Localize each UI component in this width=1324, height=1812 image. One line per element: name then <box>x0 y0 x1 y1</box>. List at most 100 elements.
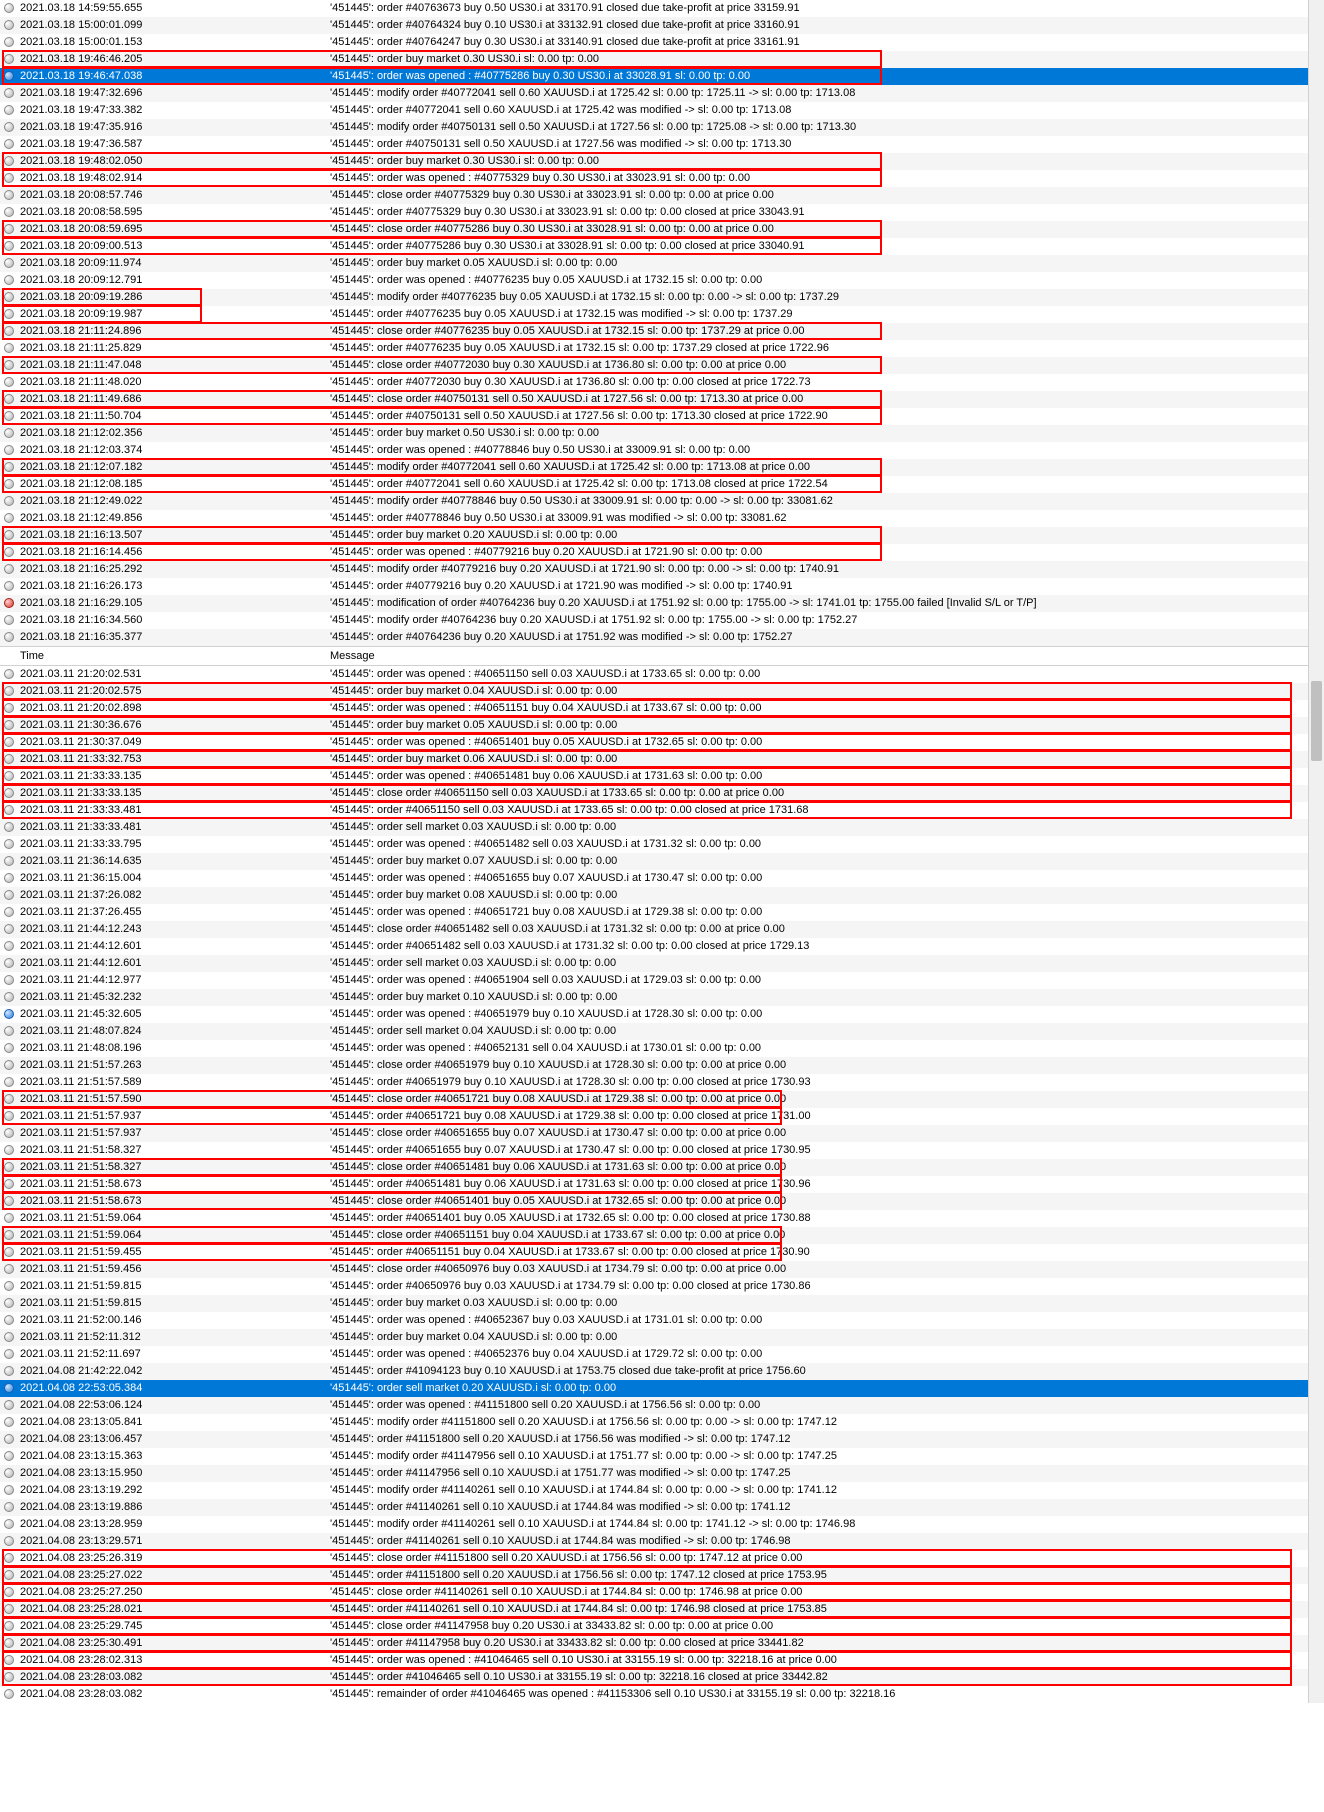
log-row[interactable]: 2021.03.18 21:11:50.704'451445': order #… <box>0 408 1324 425</box>
log-row[interactable]: 2021.03.11 21:36:14.635'451445': order b… <box>0 853 1324 870</box>
log-row[interactable]: 2021.03.11 21:51:59.815'451445': order b… <box>0 1295 1324 1312</box>
log-row[interactable]: 2021.03.11 21:45:32.232'451445': order b… <box>0 989 1324 1006</box>
scrollbar-thumb[interactable] <box>1311 681 1322 761</box>
log-row[interactable]: 2021.03.18 21:12:49.022'451445': modify … <box>0 493 1324 510</box>
log-row[interactable]: 2021.03.11 21:44:12.601'451445': order #… <box>0 938 1324 955</box>
log-row[interactable]: 2021.03.18 20:09:19.987'451445': order #… <box>0 306 1324 323</box>
log-row[interactable]: 2021.03.18 20:08:57.746'451445': close o… <box>0 187 1324 204</box>
log-row[interactable]: 2021.04.08 23:28:03.082'451445': order #… <box>0 1669 1324 1686</box>
log-row[interactable]: 2021.03.11 21:33:33.135'451445': close o… <box>0 785 1324 802</box>
log-row[interactable]: 2021.03.11 21:51:59.064'451445': close o… <box>0 1227 1324 1244</box>
log-row[interactable]: 2021.03.18 19:47:33.382'451445': order #… <box>0 102 1324 119</box>
log-row[interactable]: 2021.03.18 21:11:24.896'451445': close o… <box>0 323 1324 340</box>
log-row[interactable]: 2021.03.11 21:33:32.753'451445': order b… <box>0 751 1324 768</box>
log-row[interactable]: 2021.04.08 23:25:26.319'451445': close o… <box>0 1550 1324 1567</box>
log-row[interactable]: 2021.03.11 21:51:57.589'451445': order #… <box>0 1074 1324 1091</box>
log-row[interactable]: 2021.03.18 20:09:12.791'451445': order w… <box>0 272 1324 289</box>
log-row[interactable]: 2021.03.18 21:16:13.507'451445': order b… <box>0 527 1324 544</box>
log-row[interactable]: 2021.03.11 21:51:57.590'451445': close o… <box>0 1091 1324 1108</box>
log-row[interactable]: 2021.03.11 21:20:02.898'451445': order w… <box>0 700 1324 717</box>
log-row[interactable]: 2021.04.08 23:13:15.363'451445': modify … <box>0 1448 1324 1465</box>
log-row[interactable]: 2021.03.11 21:33:33.795'451445': order w… <box>0 836 1324 853</box>
log-row[interactable]: 2021.04.08 23:13:19.292'451445': modify … <box>0 1482 1324 1499</box>
log-row[interactable]: 2021.04.08 23:25:27.250'451445': close o… <box>0 1584 1324 1601</box>
scrollbar[interactable] <box>1308 0 1324 1703</box>
log-row[interactable]: 2021.03.11 21:51:58.673'451445': close o… <box>0 1193 1324 1210</box>
log-row[interactable]: 2021.03.11 21:51:59.064'451445': order #… <box>0 1210 1324 1227</box>
log-row[interactable]: 2021.04.08 22:53:06.124'451445': order w… <box>0 1397 1324 1414</box>
log-row[interactable]: 2021.04.08 23:13:06.457'451445': order #… <box>0 1431 1324 1448</box>
log-row[interactable]: 2021.03.11 21:52:00.146'451445': order w… <box>0 1312 1324 1329</box>
log-row[interactable]: 2021.03.18 21:11:48.020'451445': order #… <box>0 374 1324 391</box>
log-row[interactable]: 2021.03.18 21:11:25.829'451445': order #… <box>0 340 1324 357</box>
log-row[interactable]: 2021.03.18 20:09:00.513'451445': order #… <box>0 238 1324 255</box>
log-row[interactable]: 2021.04.08 23:25:29.745'451445': close o… <box>0 1618 1324 1635</box>
log-row[interactable]: 2021.03.11 21:52:11.697'451445': order w… <box>0 1346 1324 1363</box>
log-row[interactable]: 2021.03.11 21:48:07.824'451445': order s… <box>0 1023 1324 1040</box>
log-row[interactable]: 2021.03.11 21:45:32.605'451445': order w… <box>0 1006 1324 1023</box>
header-time[interactable]: Time <box>18 650 328 662</box>
log-row[interactable]: 2021.03.18 21:11:49.686'451445': close o… <box>0 391 1324 408</box>
log-row[interactable]: 2021.04.08 21:42:22.042'451445': order #… <box>0 1363 1324 1380</box>
log-row[interactable]: 2021.03.11 21:51:57.937'451445': close o… <box>0 1125 1324 1142</box>
log-row[interactable]: 2021.03.11 21:30:37.049'451445': order w… <box>0 734 1324 751</box>
log-row[interactable]: 2021.03.18 19:47:32.696'451445': modify … <box>0 85 1324 102</box>
log-row[interactable]: 2021.03.18 20:08:59.695'451445': close o… <box>0 221 1324 238</box>
log-row[interactable]: 2021.04.08 23:13:29.571'451445': order #… <box>0 1533 1324 1550</box>
log-row[interactable]: 2021.03.11 21:51:57.937'451445': order #… <box>0 1108 1324 1125</box>
log-row[interactable]: 2021.04.08 23:25:27.022'451445': order #… <box>0 1567 1324 1584</box>
log-row[interactable]: 2021.04.08 23:13:05.841'451445': modify … <box>0 1414 1324 1431</box>
log-row[interactable]: 2021.03.18 15:00:01.099'451445': order #… <box>0 17 1324 34</box>
log-row[interactable]: 2021.03.18 21:12:49.856'451445': order #… <box>0 510 1324 527</box>
log-row[interactable]: 2021.03.18 19:46:46.205'451445': order b… <box>0 51 1324 68</box>
log-row[interactable]: 2021.03.11 21:51:58.673'451445': order #… <box>0 1176 1324 1193</box>
log-row[interactable]: 2021.03.18 21:11:47.048'451445': close o… <box>0 357 1324 374</box>
log-row[interactable]: 2021.03.11 21:51:59.815'451445': order #… <box>0 1278 1324 1295</box>
log-row[interactable]: 2021.03.18 19:47:35.916'451445': modify … <box>0 119 1324 136</box>
log-row[interactable]: 2021.03.18 21:16:29.105'451445': modific… <box>0 595 1324 612</box>
log-row[interactable]: 2021.04.08 22:53:05.384'451445': order s… <box>0 1380 1324 1397</box>
log-row[interactable]: 2021.03.18 21:12:07.182'451445': modify … <box>0 459 1324 476</box>
log-row[interactable]: 2021.03.11 21:51:59.455'451445': order #… <box>0 1244 1324 1261</box>
log-row[interactable]: 2021.04.08 23:28:03.082'451445': remaind… <box>0 1686 1324 1703</box>
log-row[interactable]: 2021.04.08 23:28:02.313'451445': order w… <box>0 1652 1324 1669</box>
log-row[interactable]: 2021.03.11 21:33:33.481'451445': order s… <box>0 819 1324 836</box>
log-row[interactable]: 2021.03.11 21:20:02.575'451445': order b… <box>0 683 1324 700</box>
log-row[interactable]: 2021.03.11 21:51:57.263'451445': close o… <box>0 1057 1324 1074</box>
log-row[interactable]: 2021.03.18 19:46:47.038'451445': order w… <box>0 68 1324 85</box>
log-row[interactable]: 2021.03.11 21:44:12.601'451445': order s… <box>0 955 1324 972</box>
log-row[interactable]: 2021.04.08 23:25:30.491'451445': order #… <box>0 1635 1324 1652</box>
log-row[interactable]: 2021.03.18 20:09:19.286'451445': modify … <box>0 289 1324 306</box>
log-row[interactable]: 2021.03.11 21:33:33.135'451445': order w… <box>0 768 1324 785</box>
log-row[interactable]: 2021.03.18 21:12:02.356'451445': order b… <box>0 425 1324 442</box>
log-row[interactable]: 2021.03.11 21:51:59.456'451445': close o… <box>0 1261 1324 1278</box>
log-row[interactable]: 2021.03.11 21:44:12.243'451445': close o… <box>0 921 1324 938</box>
log-row[interactable]: 2021.03.11 21:37:26.082'451445': order b… <box>0 887 1324 904</box>
log-row[interactable]: 2021.03.18 20:08:58.595'451445': order #… <box>0 204 1324 221</box>
log-row[interactable]: 2021.04.08 23:25:28.021'451445': order #… <box>0 1601 1324 1618</box>
log-row[interactable]: 2021.03.18 14:59:55.655'451445': order #… <box>0 0 1324 17</box>
log-row[interactable]: 2021.03.18 19:48:02.914'451445': order w… <box>0 170 1324 187</box>
log-row[interactable]: 2021.03.11 21:51:58.327'451445': close o… <box>0 1159 1324 1176</box>
log-row[interactable]: 2021.03.11 21:48:08.196'451445': order w… <box>0 1040 1324 1057</box>
log-row[interactable]: 2021.03.18 21:16:25.292'451445': modify … <box>0 561 1324 578</box>
log-row[interactable]: 2021.03.11 21:30:36.676'451445': order b… <box>0 717 1324 734</box>
log-row[interactable]: 2021.04.08 23:13:19.886'451445': order #… <box>0 1499 1324 1516</box>
log-row[interactable]: 2021.04.08 23:13:15.950'451445': order #… <box>0 1465 1324 1482</box>
log-row[interactable]: 2021.04.08 23:13:28.959'451445': modify … <box>0 1516 1324 1533</box>
log-row[interactable]: 2021.03.18 21:12:08.185'451445': order #… <box>0 476 1324 493</box>
log-row[interactable]: 2021.03.18 21:16:34.560'451445': modify … <box>0 612 1324 629</box>
log-row[interactable]: 2021.03.18 19:48:02.050'451445': order b… <box>0 153 1324 170</box>
log-row[interactable]: 2021.03.11 21:33:33.481'451445': order #… <box>0 802 1324 819</box>
log-row[interactable]: 2021.03.18 21:16:35.377'451445': order #… <box>0 629 1324 646</box>
log-row[interactable]: 2021.03.18 21:12:03.374'451445': order w… <box>0 442 1324 459</box>
log-row[interactable]: 2021.03.18 20:09:11.974'451445': order b… <box>0 255 1324 272</box>
header-message[interactable]: Message <box>328 650 1324 662</box>
log-row[interactable]: 2021.03.11 21:36:15.004'451445': order w… <box>0 870 1324 887</box>
log-row[interactable]: 2021.03.11 21:51:58.327'451445': order #… <box>0 1142 1324 1159</box>
log-row[interactable]: 2021.03.11 21:37:26.455'451445': order w… <box>0 904 1324 921</box>
log-row[interactable]: 2021.03.18 19:47:36.587'451445': order #… <box>0 136 1324 153</box>
log-row[interactable]: 2021.03.18 21:16:26.173'451445': order #… <box>0 578 1324 595</box>
log-row[interactable]: 2021.03.18 15:00:01.153'451445': order #… <box>0 34 1324 51</box>
log-row[interactable]: 2021.03.18 21:16:14.456'451445': order w… <box>0 544 1324 561</box>
